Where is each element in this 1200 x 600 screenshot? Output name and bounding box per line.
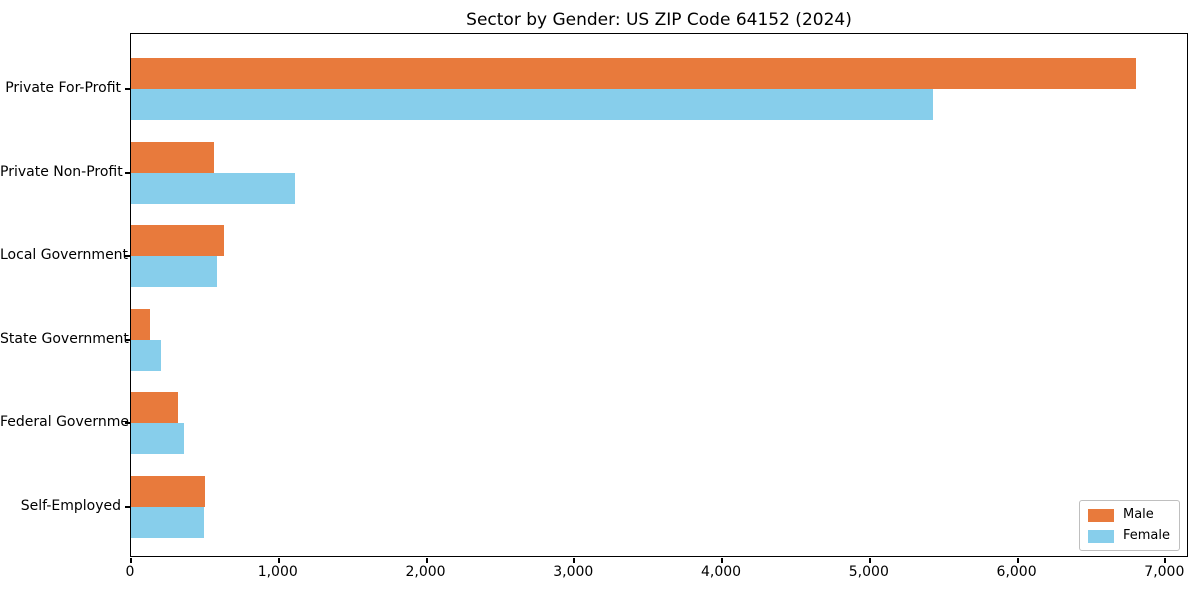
x-tick-mark — [573, 558, 576, 563]
x-tick-mark — [721, 558, 724, 563]
y-tick-mark — [125, 422, 130, 425]
x-tick-label-2000: 2,000 — [405, 564, 446, 580]
y-tick-mark — [125, 88, 130, 90]
x-tick-mark — [130, 558, 132, 563]
y-axis-labels: Private For-Profit Private Non-Profit Loca… — [0, 33, 144, 557]
y-tick-label-federal-government: Federal Government — [0, 414, 144, 431]
x-tick-label-4000: 4,000 — [701, 564, 742, 580]
y-tick-mark — [125, 506, 130, 508]
x-tick-mark — [1164, 558, 1167, 563]
legend-swatch-male — [1087, 508, 1114, 522]
y-tick-label-private-non-profit: Private Non-Profit — [0, 163, 123, 180]
x-tick-label-5000: 5,000 — [848, 564, 889, 580]
x-axis-labels: 0 1,000 2,000 3,000 4,000 5,000 6,000 7,000 — [126, 564, 1188, 584]
bar-male-private-non-profit — [131, 141, 214, 173]
legend-label-female: Female — [1122, 528, 1170, 543]
bar-female-private-non-profit — [131, 172, 295, 204]
x-tick-mark — [868, 558, 871, 563]
x-tick-label-7000: 7,000 — [1144, 564, 1185, 580]
bar-female-federal-government — [131, 423, 184, 455]
y-tick-label-self-employed: Self-Employed — [20, 498, 121, 514]
y-tick-mark — [125, 338, 130, 341]
legend-label-male: Male — [1122, 507, 1154, 522]
bar-female-self-employed — [131, 507, 205, 538]
legend: Male Female — [1078, 500, 1180, 551]
y-tick-mark — [125, 171, 130, 174]
bar-female-state-government — [131, 339, 161, 371]
chart-title: Sector by Gender: US ZIP Code 64152 (202… — [466, 10, 852, 30]
legend-item-male: Male — [1087, 507, 1170, 522]
bar-male-federal-government — [131, 392, 179, 424]
x-tick-label-0: 0 — [125, 564, 135, 580]
legend-item-female: Female — [1087, 528, 1170, 543]
x-tick-label-3000: 3,000 — [553, 564, 594, 580]
bar-male-local-government — [131, 225, 225, 257]
x-tick-mark — [277, 558, 280, 563]
x-tick-label-6000: 6,000 — [996, 564, 1037, 580]
x-tick-label-1000: 1,000 — [257, 564, 298, 580]
x-tick-mark — [1016, 558, 1019, 563]
bar-male-self-employed — [131, 476, 205, 507]
legend-swatch-female — [1087, 529, 1114, 543]
bar-female-private-for-profit — [131, 89, 934, 120]
y-tick-label-local-government: Local Government — [0, 247, 129, 264]
bar-female-local-government — [131, 256, 217, 288]
y-tick-label-private-for-profit: Private For-Profit — [5, 80, 121, 96]
bar-male-state-government — [131, 308, 151, 340]
y-tick-label-state-government: State Government — [0, 330, 129, 347]
bar-male-private-for-profit — [131, 58, 1136, 89]
plot-area: Male Female — [125, 33, 1188, 563]
y-tick-mark — [125, 255, 130, 258]
x-tick-mark — [425, 558, 428, 563]
